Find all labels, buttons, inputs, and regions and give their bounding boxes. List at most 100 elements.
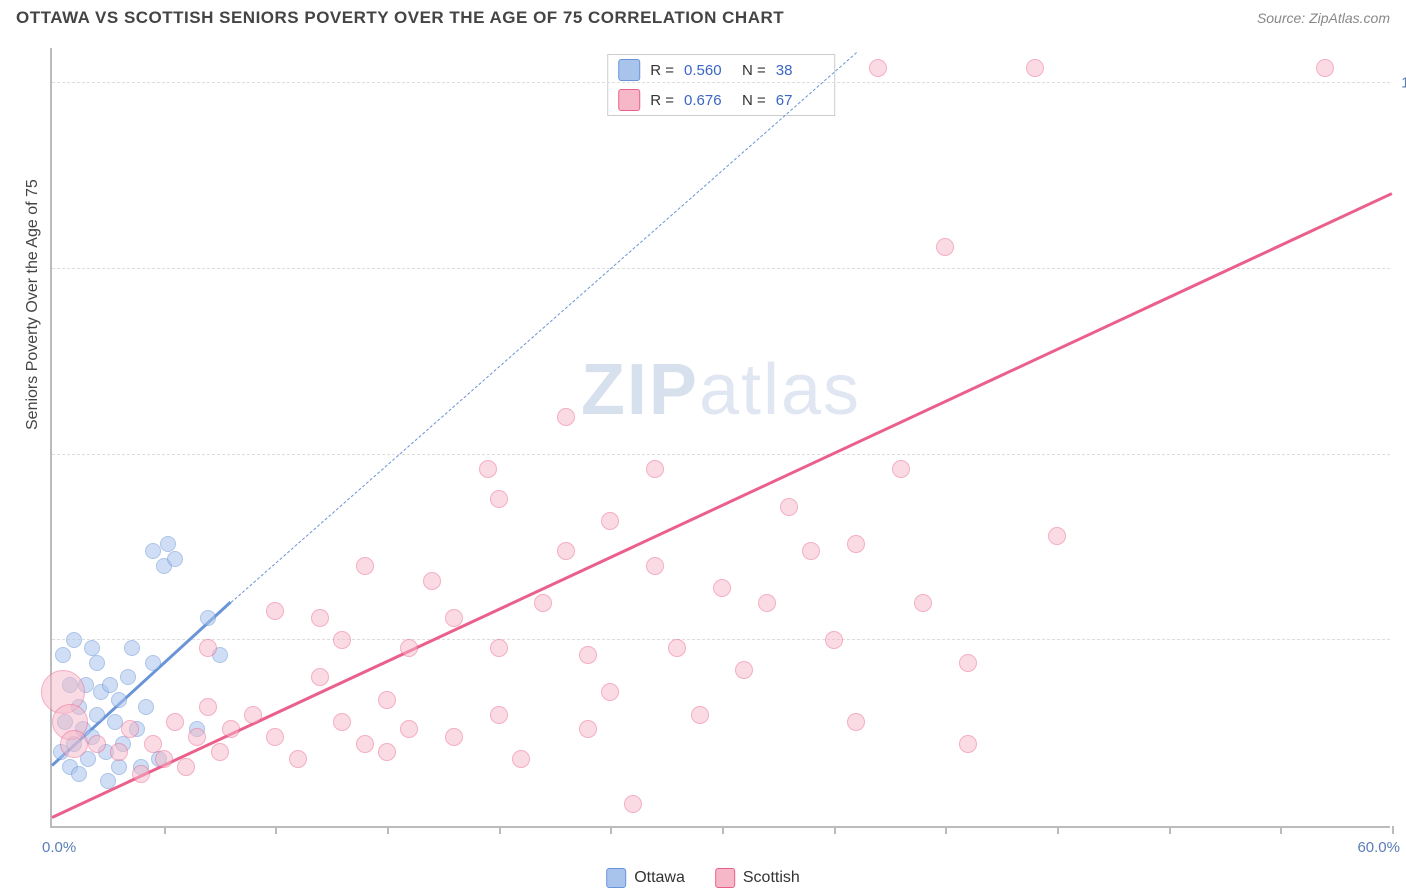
scatter-point	[423, 572, 441, 590]
x-tick	[1057, 826, 1059, 834]
scatter-point	[847, 713, 865, 731]
scatter-point	[400, 720, 418, 738]
scatter-point	[120, 669, 136, 685]
x-tick	[1392, 826, 1394, 834]
stat-r-value: 0.560	[684, 62, 732, 79]
trend-line	[51, 192, 1392, 819]
scatter-point	[311, 668, 329, 686]
scatter-point	[89, 655, 105, 671]
scatter-point	[825, 631, 843, 649]
scatter-point	[266, 602, 284, 620]
gridline-h: 100.0%	[52, 82, 1390, 83]
scatter-point	[88, 735, 106, 753]
scatter-point	[713, 579, 731, 597]
scatter-point	[356, 735, 374, 753]
scatter-point	[601, 512, 619, 530]
scatter-point	[111, 692, 127, 708]
scatter-point	[102, 677, 118, 693]
legend-item: Scottish	[715, 868, 800, 888]
x-tick	[1169, 826, 1171, 834]
stat-n-label: N =	[742, 62, 766, 79]
scatter-point	[936, 238, 954, 256]
x-tick	[275, 826, 277, 834]
scatter-point	[378, 743, 396, 761]
scatter-point	[145, 543, 161, 559]
scatter-point	[534, 594, 552, 612]
scatter-point	[138, 699, 154, 715]
scatter-point	[512, 750, 530, 768]
stats-legend-box: R =0.560N =38R =0.676N =67	[607, 54, 835, 116]
scatter-point	[780, 498, 798, 516]
scatter-point	[199, 639, 217, 657]
scatter-point	[691, 706, 709, 724]
scatter-point	[1026, 59, 1044, 77]
scatter-point	[89, 707, 105, 723]
scatter-point	[557, 408, 575, 426]
scatter-point	[400, 639, 418, 657]
trend-line	[230, 53, 856, 603]
gridline-h: 50.0%	[52, 454, 1390, 455]
y-tick-label: 100.0%	[1401, 75, 1406, 92]
scatter-point	[869, 59, 887, 77]
stat-r-label: R =	[650, 92, 674, 109]
scatter-point	[802, 542, 820, 560]
x-axis-min-label: 0.0%	[42, 839, 76, 856]
scatter-point	[84, 640, 100, 656]
scatter-point	[55, 647, 71, 663]
scatter-point	[266, 728, 284, 746]
y-axis-title: Seniors Poverty Over the Age of 75	[24, 179, 42, 430]
gridline-h: 25.0%	[52, 639, 1390, 640]
scatter-point	[490, 639, 508, 657]
legend-label: Ottawa	[634, 869, 685, 887]
scatter-point	[177, 758, 195, 776]
x-axis-max-label: 60.0%	[1357, 839, 1400, 856]
scatter-point	[200, 610, 216, 626]
watermark: ZIPatlas	[581, 349, 861, 431]
scatter-point	[601, 683, 619, 701]
scatter-point	[646, 460, 664, 478]
scatter-point	[445, 728, 463, 746]
x-tick	[1280, 826, 1282, 834]
x-tick	[164, 826, 166, 834]
watermark-atlas: atlas	[699, 350, 861, 430]
scatter-point	[110, 743, 128, 761]
scatter-point	[668, 639, 686, 657]
scatter-point	[758, 594, 776, 612]
scatter-point	[107, 714, 123, 730]
scatter-point	[333, 713, 351, 731]
scatter-point	[71, 766, 87, 782]
scatter-point	[1316, 59, 1334, 77]
scatter-point	[959, 735, 977, 753]
scatter-point	[579, 720, 597, 738]
scatter-point	[646, 557, 664, 575]
scatter-point	[222, 720, 240, 738]
scatter-point	[167, 551, 183, 567]
stats-row: R =0.560N =38	[608, 55, 834, 85]
scatter-point	[847, 535, 865, 553]
legend-swatch	[606, 868, 626, 888]
chart-source: Source: ZipAtlas.com	[1257, 10, 1390, 26]
x-tick	[610, 826, 612, 834]
scatter-point	[111, 759, 127, 775]
scatter-point	[378, 691, 396, 709]
x-tick	[945, 826, 947, 834]
scatter-point	[1048, 527, 1066, 545]
scatter-point	[289, 750, 307, 768]
scatter-point	[490, 706, 508, 724]
legend-swatch	[618, 59, 640, 81]
x-tick	[722, 826, 724, 834]
chart-header: OTTAWA VS SCOTTISH SENIORS POVERTY OVER …	[0, 0, 1406, 32]
chart-plot-area: ZIPatlas R =0.560N =38R =0.676N =67 0.0%…	[50, 48, 1390, 828]
x-tick	[499, 826, 501, 834]
stat-r-label: R =	[650, 62, 674, 79]
scatter-point	[333, 631, 351, 649]
scatter-point	[155, 750, 173, 768]
scatter-point	[624, 795, 642, 813]
scatter-point	[132, 765, 150, 783]
scatter-point	[199, 698, 217, 716]
stat-r-value: 0.676	[684, 92, 732, 109]
scatter-point	[121, 720, 139, 738]
scatter-point	[735, 661, 753, 679]
scatter-point	[356, 557, 374, 575]
scatter-point	[445, 609, 463, 627]
